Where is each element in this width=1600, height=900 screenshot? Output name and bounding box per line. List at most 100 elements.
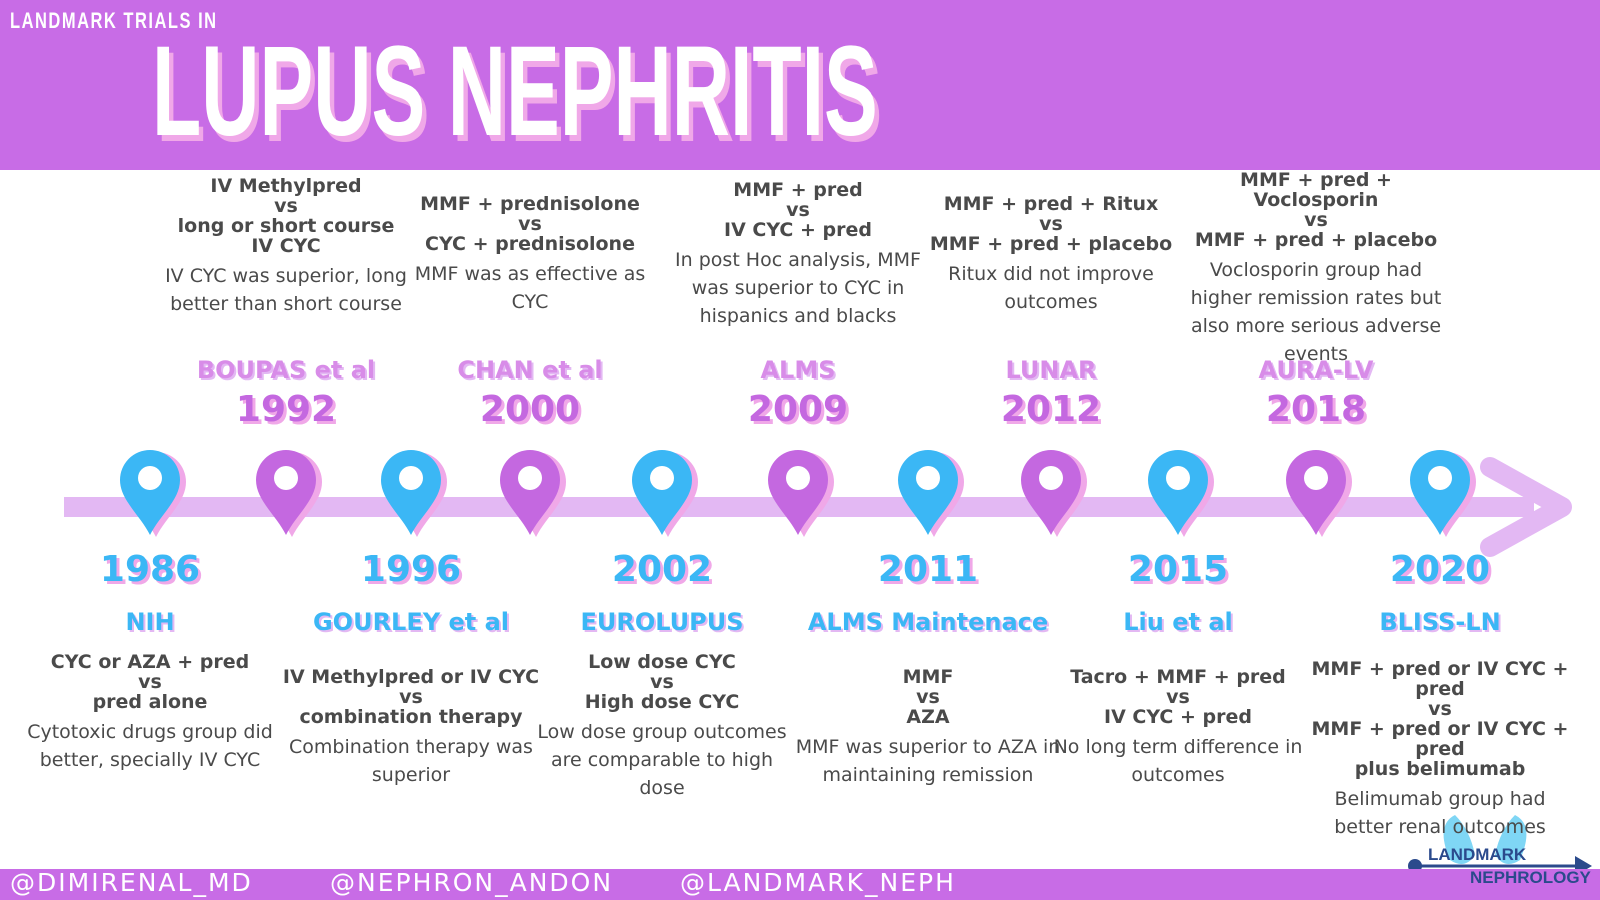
comparison-line: MMF + pred + placebo — [929, 233, 1173, 255]
timeline-arrow — [1480, 457, 1572, 557]
trial-year: 2002 — [611, 549, 713, 590]
comparison-line: IV Methylpred or IV CYC — [282, 666, 540, 688]
comparison-line: MMF + pred — [733, 179, 863, 201]
comparison-line: vs — [1166, 686, 1190, 708]
footer-handle: @DIMIRENAL_MD — [10, 868, 253, 897]
pin — [256, 450, 322, 537]
comparison: MMF + pred vs IV CYC + pred — [668, 180, 928, 240]
trial-text: MMF + prednisolone vs CYC + prednisolone MM… — [400, 194, 660, 316]
comparison-line: combination therapy — [299, 706, 523, 728]
result: In post Hoc analysis, MMF was superior t… — [675, 249, 921, 327]
result: Belimumab group had better renal outcome… — [1334, 788, 1546, 838]
comparison-line: pred alone — [92, 691, 208, 713]
footer-handle: @NEPHRON_ANDON — [330, 868, 614, 897]
trial-year: 1992 — [235, 389, 337, 430]
comparison-line: plus belimumab — [1354, 758, 1526, 780]
trial-name: BLISS-LN — [1379, 608, 1501, 636]
trial-year: 2012 — [1000, 389, 1102, 430]
trial-name: Liu et al — [1123, 608, 1233, 636]
logo-text: LANDMARK — [1428, 845, 1527, 864]
comparison: IV Methylpred or IV CYC vs combination the… — [276, 667, 546, 727]
result: MMF was superior to AZA in maintaining r… — [795, 736, 1061, 786]
trial-year: 2018 — [1265, 389, 1367, 430]
comparison-line: vs — [1428, 698, 1452, 720]
comparison-line: vs — [138, 671, 162, 693]
comparison-line: MMF + pred + Ritux — [943, 193, 1159, 215]
trial-year: 2015 — [1127, 549, 1229, 590]
trial-text: IV Methylpred or IV CYC vs combination the… — [276, 667, 546, 789]
comparison-line: vs — [1039, 213, 1063, 235]
result: No long term difference in outcomes — [1053, 736, 1303, 786]
pin — [1410, 450, 1476, 537]
comparison-line: vs — [518, 213, 542, 235]
pin — [1286, 450, 1352, 537]
trial-name: GOURLEY et al — [312, 608, 510, 636]
trial-name: NIH — [125, 608, 175, 636]
comparison-line: IV CYC + pred — [1104, 706, 1252, 728]
comparison-line: MMF — [902, 666, 954, 688]
trial-year: 1986 — [99, 549, 201, 590]
comparison-line: MMF + pred or IV CYC + pred — [1311, 658, 1569, 700]
footer — [0, 869, 1600, 900]
comparison-line: vs — [274, 195, 298, 217]
trial-name: ALMS Maintenace — [807, 608, 1049, 636]
comparison-line: vs — [1304, 209, 1328, 231]
result: Combination therapy was superior — [289, 736, 533, 786]
comparison: MMF + prednisolone vs CYC + prednisolone — [400, 194, 660, 254]
comparison-line: IV CYC — [251, 235, 321, 257]
comparison-line: MMF + pred + Voclosporin — [1240, 169, 1392, 211]
result: Voclosporin group had higher remission r… — [1190, 259, 1442, 365]
trial-text: Low dose CYC vs High dose CYC Low dose grou… — [527, 652, 797, 802]
comparison-line: Tacro + MMF + pred — [1070, 666, 1286, 688]
trial-text: MMF + pred or IV CYC + pred vs MMF + pred … — [1305, 659, 1575, 841]
subtitle: LANDMARK TRIALS IN — [10, 8, 218, 33]
comparison-line: MMF + prednisolone — [420, 193, 640, 215]
logo-text: NEPHROLOGY — [1470, 868, 1591, 887]
comparison-line: CYC or AZA + pred — [50, 651, 250, 673]
pin — [632, 450, 698, 537]
comparison-line: Low dose CYC — [588, 651, 736, 673]
trial-text: Tacro + MMF + pred vs IV CYC + pred No long… — [1043, 667, 1313, 789]
pin — [381, 450, 447, 537]
comparison-line: IV CYC + pred — [724, 219, 872, 241]
result: Cytotoxic drugs group did better, specia… — [27, 721, 273, 771]
logo-icon — [1408, 815, 1592, 876]
comparison: MMF + pred + Voclosporin vs MMF + pred + p… — [1186, 170, 1446, 250]
comparison-line: vs — [650, 671, 674, 693]
title: LUPUS NEPHRITIS — [152, 20, 878, 163]
pin — [1021, 450, 1087, 537]
result: IV CYC was superior, long better than sh… — [165, 265, 407, 315]
trial-text: MMF vs AZA MMF was superior to AZA in maint… — [793, 667, 1063, 789]
comparison: IV Methylpred vs long or short course IV CY… — [156, 176, 416, 256]
comparison-line: IV Methylpred — [210, 175, 362, 197]
pin — [120, 450, 186, 537]
trial-text: CYC or AZA + pred vs pred alone Cytotoxic d… — [15, 652, 285, 774]
comparison: Low dose CYC vs High dose CYC — [527, 652, 797, 712]
trial-year: 1996 — [360, 549, 462, 590]
pin — [500, 450, 566, 537]
comparison: CYC or AZA + pred vs pred alone — [15, 652, 285, 712]
trial-name: LUNAR — [1005, 356, 1097, 384]
trial-text: MMF + pred vs IV CYC + pred In post Hoc ana… — [668, 180, 928, 330]
comparison-line: vs — [916, 686, 940, 708]
trial-name: CHAN et al — [457, 356, 603, 384]
comparison-line: vs — [399, 686, 423, 708]
trial-name: AURA-LV — [1258, 356, 1374, 384]
result: MMF was as effective as CYC — [414, 263, 646, 313]
trial-year: 2000 — [479, 389, 581, 430]
comparison: MMF vs AZA — [793, 667, 1063, 727]
comparison: Tacro + MMF + pred vs IV CYC + pred — [1043, 667, 1313, 727]
comparison-line: vs — [786, 199, 810, 221]
result: Ritux did not improve outcomes — [948, 263, 1154, 313]
trial-text: MMF + pred + Voclosporin vs MMF + pred + p… — [1186, 170, 1446, 368]
comparison-line: CYC + prednisolone — [425, 233, 635, 255]
comparison-line: MMF + pred + placebo — [1194, 229, 1438, 251]
pin — [898, 450, 964, 537]
comparison-line: MMF + pred or IV CYC + pred — [1311, 718, 1569, 760]
comparison-line: long or short course — [177, 215, 395, 237]
comparison-line: AZA — [906, 706, 950, 728]
result: Low dose group outcomes are comparable t… — [537, 721, 787, 799]
footer-handle: @LANDMARK_NEPH — [680, 868, 956, 897]
